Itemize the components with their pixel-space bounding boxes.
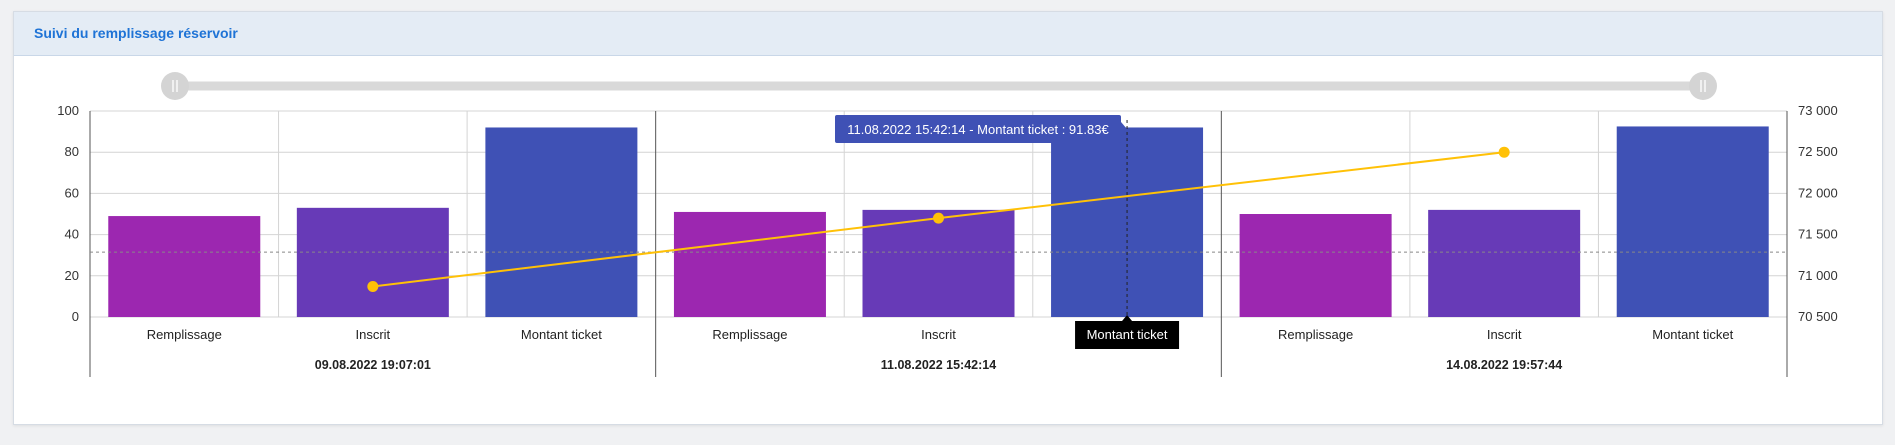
y-tick-label: 100 [57,103,79,118]
crosshair-label: Montant ticket [1087,327,1168,342]
y-tick-label: 40 [65,227,79,242]
category-label: Inscrit [355,327,390,342]
category-label: Montant ticket [521,327,602,342]
group-label: 09.08.2022 19:07:01 [315,358,431,372]
bar[interactable] [1239,214,1392,317]
line-point[interactable] [933,212,944,224]
y-tick-label: 20 [65,268,79,283]
category-label: Remplissage [147,327,222,342]
category-label: Montant ticket [1652,327,1733,342]
bar[interactable] [1428,209,1581,317]
crosshair-label-box [1075,321,1180,349]
category-label: Remplissage [712,327,787,342]
y-tick-label: 60 [65,185,79,200]
category-label: Inscrit [1487,327,1522,342]
y2-tick-label: 73 000 [1798,103,1838,118]
line-point[interactable] [367,281,379,293]
category-label: Remplissage [1278,327,1353,342]
bar[interactable] [1616,126,1769,317]
bar[interactable] [485,127,638,317]
line-point[interactable] [1498,146,1510,158]
y-tick-label: 80 [65,144,79,159]
y2-tick-label: 70 500 [1798,309,1838,324]
tooltip-pointer [1121,122,1127,136]
tooltip-text: 11.08.2022 15:42:14 - Montant ticket : 9… [847,122,1109,137]
group-label: 14.08.2022 19:57:44 [1446,358,1562,372]
range-slider-left-handle[interactable] [161,72,189,100]
tooltip-box [835,115,1121,143]
y2-tick-label: 72 500 [1798,144,1838,159]
y2-tick-label: 72 000 [1798,185,1838,200]
range-slider-right-handle[interactable] [1689,72,1717,100]
bar[interactable] [862,209,1015,317]
panel-header: Suivi du remplissage réservoir [14,12,1882,56]
y-tick-label: 0 [72,309,79,324]
bar[interactable] [296,207,449,317]
y2-tick-label: 71 500 [1798,227,1838,242]
bar[interactable] [108,216,261,317]
group-label: 11.08.2022 15:42:14 [881,358,996,372]
category-label: Inscrit [921,327,956,342]
panel-title: Suivi du remplissage réservoir [34,25,238,41]
bar[interactable] [673,211,826,317]
y2-tick-label: 71 000 [1798,268,1838,283]
crosshair-label-pointer [1122,315,1133,321]
